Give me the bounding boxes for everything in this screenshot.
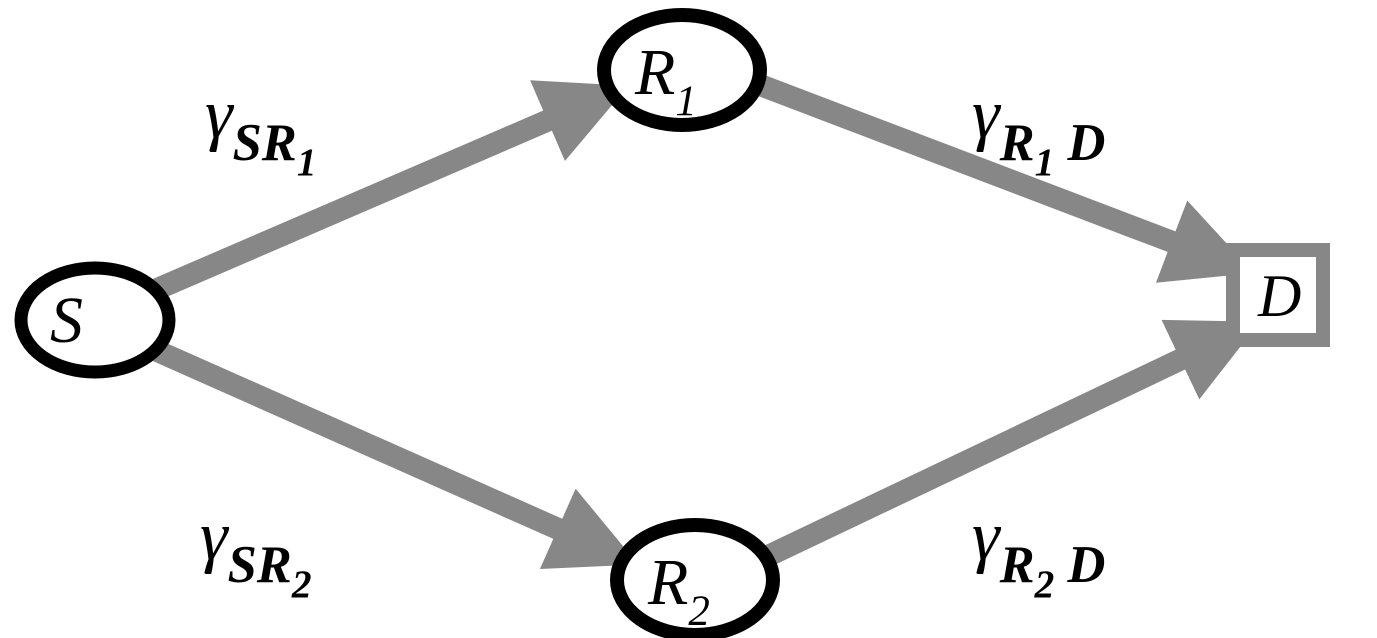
label-sub: 1 — [675, 78, 696, 125]
gamma-symbol: γ — [972, 498, 1000, 575]
label-text: S — [50, 284, 83, 357]
node-label-R2: R2 — [648, 550, 710, 627]
label-sub: 2 — [688, 588, 709, 635]
gamma-symbol: γ — [205, 76, 233, 153]
sub-main2: D — [1067, 114, 1105, 172]
gamma-symbol: γ — [972, 76, 1000, 153]
node-S — [21, 268, 169, 372]
sub-sub: 1 — [297, 140, 317, 184]
edge-label-SR2: γSR2 — [200, 502, 312, 593]
sub-sub: 1 — [1035, 140, 1055, 184]
gamma-symbol: γ — [200, 498, 228, 575]
sub-main2: D — [1067, 536, 1105, 594]
node-label-D: D — [1258, 266, 1301, 326]
edge-label-R2D: γR2 D — [972, 502, 1105, 593]
label-text: D — [1258, 263, 1301, 329]
sub-main1: R — [1000, 114, 1035, 172]
sub-main: SR — [233, 114, 297, 172]
edge-label-R1D: γR1 D — [972, 80, 1105, 171]
label-text: R — [635, 36, 675, 109]
sub-sub: 2 — [292, 562, 312, 606]
node-label-R1: R1 — [635, 40, 697, 117]
relay-network-diagram: S R1 R2 D γSR1 γSR2 γR1 D γR2 D — [0, 0, 1377, 638]
node-label-S: S — [50, 288, 83, 354]
sub-main1: R — [1000, 536, 1035, 594]
label-text: R — [648, 546, 688, 619]
sub-sub: 2 — [1035, 562, 1055, 606]
sub-main: SR — [228, 536, 292, 594]
edge-label-SR1: γSR1 — [205, 80, 317, 171]
